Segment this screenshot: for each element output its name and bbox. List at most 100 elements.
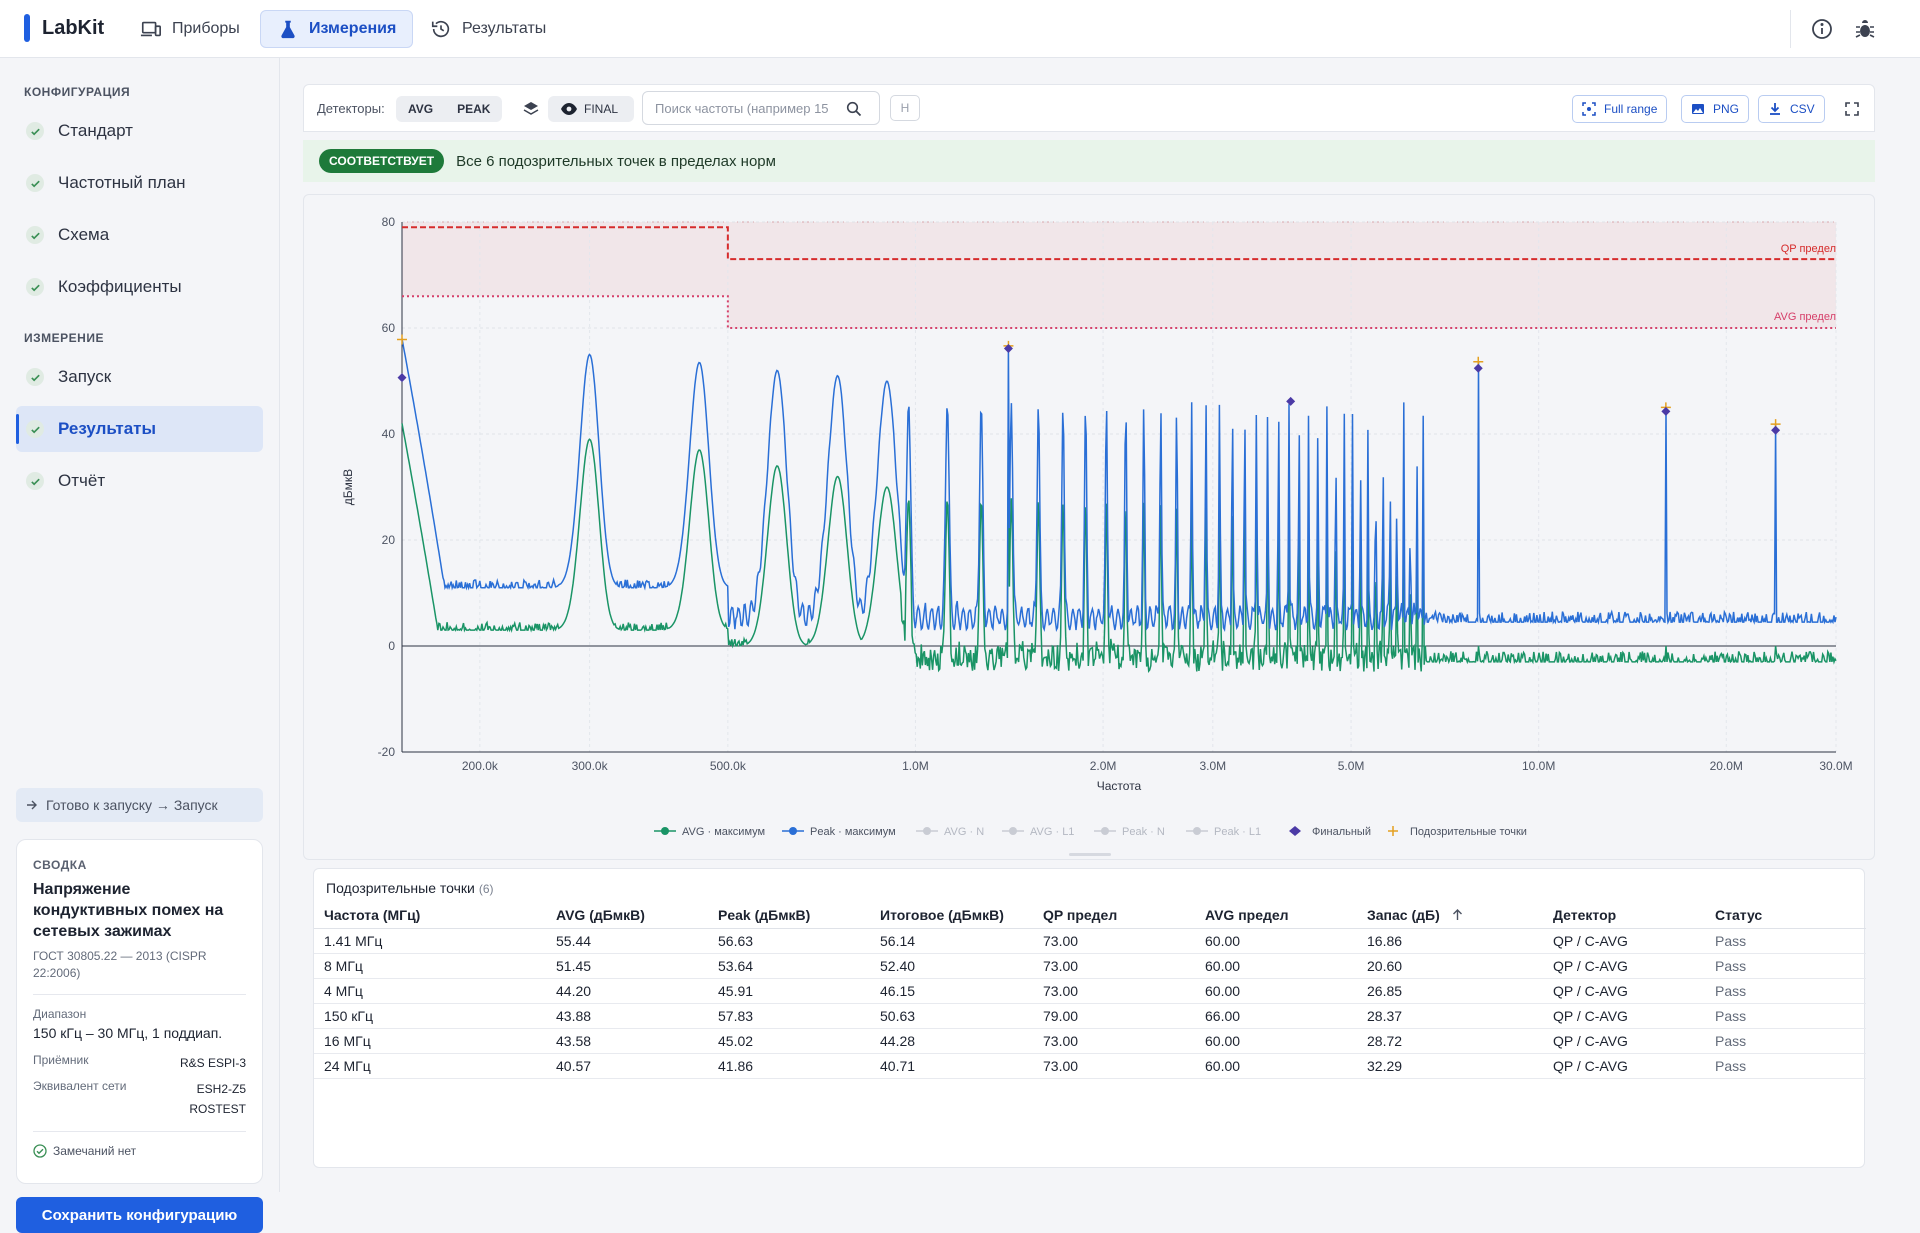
nav-devices[interactable]: Приборы [124, 10, 256, 48]
cell-final: 50.63 [870, 1003, 1033, 1029]
table-row[interactable]: 8 МГц 51.45 53.64 52.40 73.00 60.00 20.60 QP / … [314, 953, 1866, 979]
sort-asc-icon[interactable] [1452, 909, 1463, 921]
search-input[interactable] [655, 101, 830, 116]
table-count: (6) [478, 882, 494, 896]
hotkey-hint[interactable]: H [890, 95, 920, 121]
suspect-point-marker [397, 334, 407, 345]
range-value: 150 кГц – 30 МГц, 1 поддиап. [33, 1025, 223, 1041]
cell-qp-limit: 73.00 [1033, 1028, 1195, 1054]
export-png-button[interactable]: PNG [1681, 95, 1750, 123]
col-margin[interactable]: Запас (дБ) [1357, 903, 1543, 929]
legend-swatch-dot [661, 827, 669, 835]
col-avg-limit[interactable]: AVG предел [1195, 903, 1357, 929]
save-config-button[interactable]: Сохранить конфигурацию [16, 1197, 263, 1233]
section-config-title: КОНФИГУРАЦИЯ [24, 85, 131, 99]
cell-margin: 28.37 [1357, 1003, 1543, 1029]
col-detector[interactable]: Детектор [1543, 903, 1705, 929]
cell-status: Pass [1705, 928, 1866, 954]
cell-final: 44.28 [870, 1028, 1033, 1054]
x-tick-label: 10.0M [1522, 759, 1555, 773]
chart-canvas[interactable]: 80 60 40 20 0 -20 200.0k 300.0k 500.0k 1.0M 2.0M 3.… [304, 195, 1874, 859]
legend-label[interactable]: Подозрительные точки [1410, 826, 1527, 838]
y-tick-label: 80 [382, 215, 396, 229]
cell-status: Pass [1705, 1053, 1866, 1079]
png-label: PNG [1713, 102, 1740, 116]
sidebar-step-report[interactable]: Отчёт [16, 458, 263, 504]
nav-results-label: Результаты [462, 20, 547, 37]
nav-measurements-label: Измерения [309, 20, 397, 37]
cell-status: Pass [1705, 1028, 1866, 1054]
col-frequency[interactable]: Частота (МГц) [314, 903, 546, 929]
sidebar-step-standard[interactable]: Стандарт [16, 108, 263, 154]
detector-toggle: AVG PEAK [396, 96, 503, 122]
cell-margin: 26.85 [1357, 978, 1543, 1004]
final-point-marker [1003, 343, 1013, 353]
detector-peak[interactable]: PEAK [457, 102, 491, 116]
col-avg[interactable]: AVG (дБмкВ) [546, 903, 708, 929]
legend-label[interactable]: AVG · L1 [1030, 826, 1074, 838]
summary-card: СВОДКА Напряжение кондуктивных помех на … [16, 839, 263, 1184]
final-point-marker [1286, 396, 1296, 406]
legend-label[interactable]: Финальный [1312, 826, 1371, 838]
detector-avg[interactable]: AVG [408, 102, 434, 116]
table-row[interactable]: 4 МГц 44.20 45.91 46.15 73.00 60.00 26.85 QP / … [314, 978, 1866, 1004]
table-row[interactable]: 24 МГц 40.57 41.86 40.71 73.00 60.00 32.29 QP /… [314, 1053, 1866, 1079]
sidebar-step-scheme[interactable]: Схема [16, 212, 263, 258]
legend-swatch-dot [923, 827, 931, 835]
table-row[interactable]: 1.41 МГц 55.44 56.63 56.14 73.00 60.00 16.86 QP… [314, 928, 1866, 954]
app-logo[interactable]: LabKit [24, 14, 104, 42]
legend-label[interactable]: Peak · N [1122, 826, 1165, 838]
section-measure-title: ИЗМЕРЕНИЕ [24, 331, 104, 345]
col-margin-label: Запас (дБ) [1367, 907, 1440, 924]
cell-avg: 43.88 [546, 1003, 708, 1029]
nav-results[interactable]: Результаты [414, 10, 562, 48]
info-icon[interactable] [1810, 17, 1834, 41]
table-row[interactable]: 16 МГц 43.58 45.02 44.28 73.00 60.00 28.72 QP /… [314, 1028, 1866, 1054]
legend-scroll-handle[interactable] [1069, 853, 1111, 856]
legend-label[interactable]: Peak · максимум [810, 826, 896, 838]
full-range-label: Full range [1604, 102, 1658, 116]
cell-frequency: 150 кГц [314, 1003, 546, 1029]
search-icon[interactable] [846, 101, 862, 117]
x-tick-label: 20.0M [1710, 759, 1743, 773]
check-circle-icon [33, 1144, 47, 1158]
sidebar-step-freq-plan[interactable]: Частотный план [16, 160, 263, 206]
final-toggle[interactable]: FINAL [548, 96, 635, 122]
nav-measurements[interactable]: Измерения [260, 10, 414, 48]
table-row[interactable]: 150 кГц 43.88 57.83 50.63 79.00 66.00 28.37 QP … [314, 1003, 1866, 1029]
legend-label[interactable]: AVG · максимум [682, 826, 765, 838]
ready-to-run-link[interactable]: Готово к запуску → Запуск [16, 788, 263, 822]
lisn-label: Эквивалент сети [33, 1079, 127, 1093]
legend-label[interactable]: AVG · N [944, 826, 984, 838]
full-range-button[interactable]: Full range [1572, 95, 1668, 123]
table-title: Подозрительные точки (6) [326, 880, 494, 896]
col-status[interactable]: Статус [1705, 903, 1866, 929]
cell-final: 46.15 [870, 978, 1033, 1004]
fullscreen-icon[interactable] [1845, 102, 1859, 116]
cell-frequency: 8 МГц [314, 953, 546, 979]
final-label: FINAL [584, 102, 619, 116]
cell-frequency: 24 МГц [314, 1053, 546, 1079]
layers-icon[interactable] [522, 100, 540, 118]
col-final[interactable]: Итоговое (дБмкВ) [870, 903, 1033, 929]
image-icon [1692, 104, 1704, 114]
x-tick-label: 30.0M [1819, 759, 1852, 773]
cell-margin: 28.72 [1357, 1028, 1543, 1054]
bug-icon[interactable] [1853, 17, 1877, 41]
avg-limit-line [402, 295, 1836, 329]
sidebar-step-results[interactable]: Результаты [16, 406, 263, 452]
sidebar-step-run[interactable]: Запуск [16, 354, 263, 400]
app-title: LabKit [42, 16, 105, 39]
sidebar-step-coefficients[interactable]: Коэффициенты [16, 264, 263, 310]
sidebar-step-label: Коэффициенты [58, 277, 182, 296]
export-csv-button[interactable]: CSV [1758, 95, 1825, 123]
avg-limit-label: AVG предел [1774, 311, 1836, 323]
compliance-banner: СООТВЕТСТВУЕТ Все 6 подозрительных точек… [303, 140, 1875, 182]
col-qp-limit[interactable]: QP предел [1033, 903, 1195, 929]
cell-frequency: 16 МГц [314, 1028, 546, 1054]
cell-frequency: 1.41 МГц [314, 928, 546, 954]
cell-avg: 43.58 [546, 1028, 708, 1054]
table-header-row: Частота (МГц) AVG (дБмкВ) Peak (дБмкВ) И… [314, 903, 1866, 929]
col-peak[interactable]: Peak (дБмкВ) [708, 903, 870, 929]
legend-label[interactable]: Peak · L1 [1214, 826, 1261, 838]
